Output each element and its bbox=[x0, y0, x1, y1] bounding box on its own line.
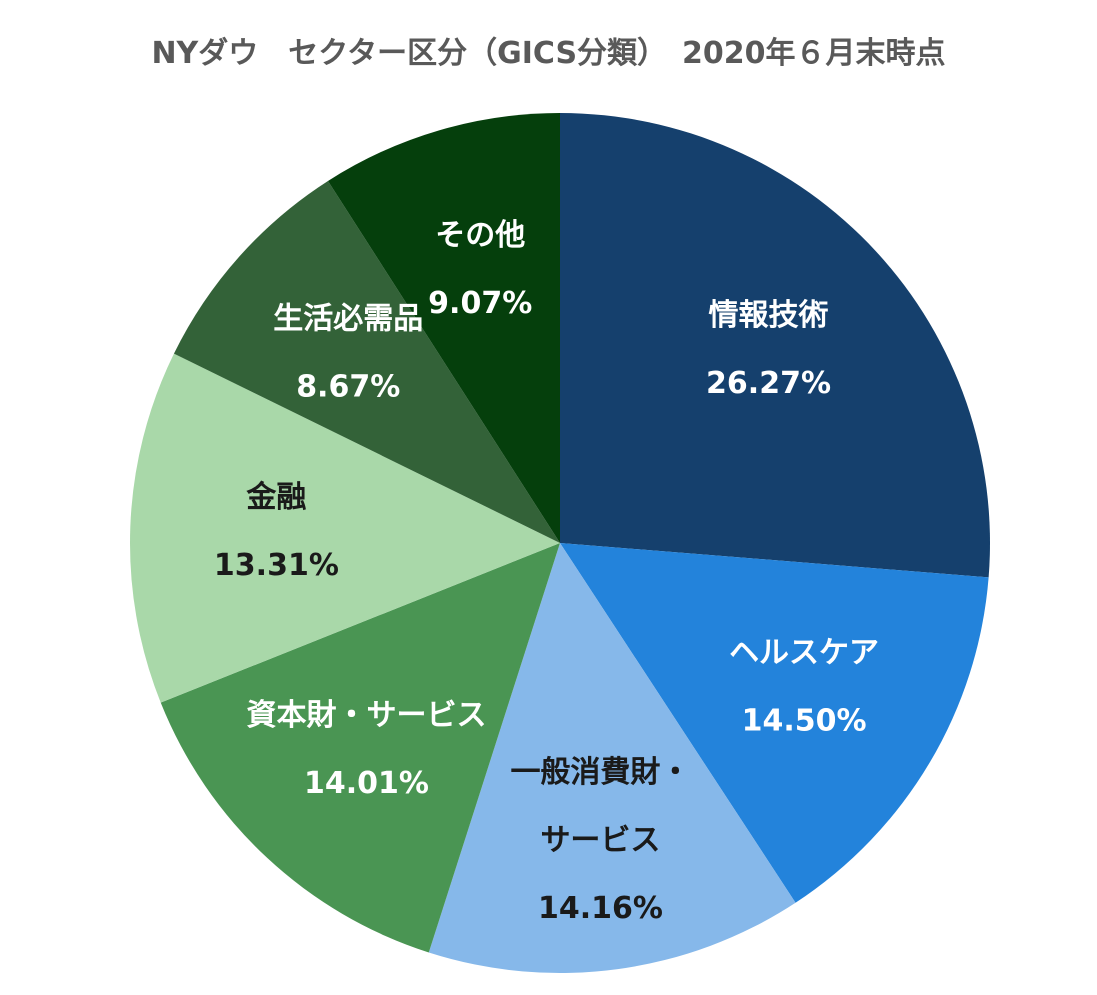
data-label-value: 8.67% bbox=[296, 370, 400, 405]
data-label-value: 14.50% bbox=[742, 703, 867, 738]
pie-slice-4 bbox=[129, 353, 560, 703]
data-label-category: 情報技術 bbox=[709, 298, 829, 333]
data-label-category: ヘルスケア bbox=[729, 635, 879, 670]
pie-slice-0 bbox=[560, 113, 990, 578]
pie-slice-2 bbox=[428, 543, 796, 973]
pie-slice-6 bbox=[327, 113, 560, 543]
data-label-value: 26.27% bbox=[706, 366, 831, 401]
pie-slice-5 bbox=[173, 180, 560, 543]
data-label-category: その他 bbox=[435, 218, 525, 253]
data-label-category: 資本財・サービス bbox=[246, 698, 486, 733]
data-label-category: 生活必需品 bbox=[273, 302, 423, 337]
data-label-category: 金融 bbox=[245, 480, 306, 515]
chart-title: NYダウ セクター区分（GICS分類） 2020年６月末時点 bbox=[151, 36, 946, 71]
pie-slice-1 bbox=[560, 543, 989, 903]
data-label-value: 14.16% bbox=[538, 891, 663, 926]
data-label-value: 9.07% bbox=[428, 286, 532, 321]
data-label-category: サービス bbox=[540, 823, 660, 858]
data-label-category: 一般消費財・ bbox=[510, 755, 690, 790]
data-label-value: 13.31% bbox=[214, 548, 339, 583]
data-label-value: 14.01% bbox=[304, 766, 429, 801]
pie-slice-3 bbox=[160, 543, 561, 953]
